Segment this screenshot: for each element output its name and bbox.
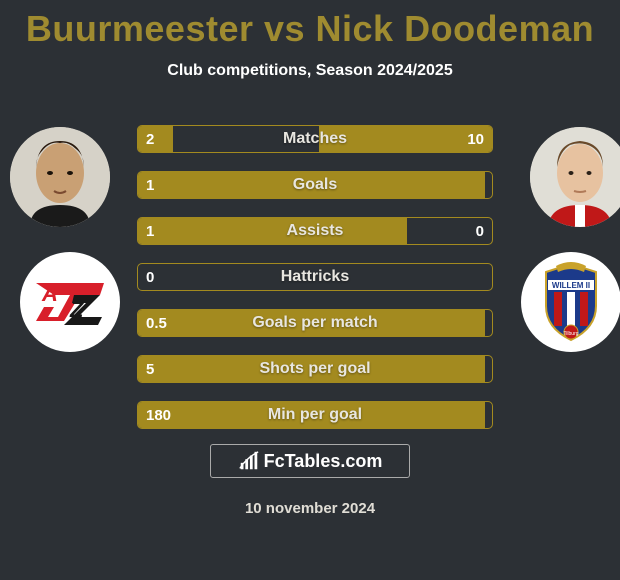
stat-bar-goals: Goals1 (137, 171, 493, 199)
bar-label: Hattricks (138, 264, 492, 290)
bar-label: Shots per goal (138, 356, 492, 382)
bar-value-right: 0 (476, 218, 484, 244)
bar-label: Goals per match (138, 310, 492, 336)
stat-bar-hattricks: Hattricks0 (137, 263, 493, 291)
svg-text:A: A (41, 281, 58, 306)
bar-label: Goals (138, 172, 492, 198)
bar-value-right: 10 (467, 126, 484, 152)
comparison-bars: Matches210Goals1Assists10Hattricks0Goals… (137, 125, 493, 447)
player-right-avatar (530, 127, 620, 227)
brand-logo-text: FcTables.com (264, 451, 383, 472)
bar-value-left: 180 (146, 402, 171, 428)
stat-bar-assists: Assists1 0 (137, 217, 493, 245)
bar-value-left: 1 (146, 172, 154, 198)
svg-text:Tilburg: Tilburg (563, 331, 578, 337)
bar-value-left: 5 (146, 356, 154, 382)
bar-value-left: 1 (146, 218, 154, 244)
bar-label: Assists (138, 218, 492, 244)
stat-bar-shots-per-goal: Shots per goal5 (137, 355, 493, 383)
bar-value-left: 2 (146, 126, 154, 152)
brand-logo[interactable]: FcTables.com (210, 444, 410, 478)
club-right-badge: WILLEM II Tilburg (521, 252, 620, 352)
bar-value-left: 0 (146, 264, 154, 290)
bar-label: Min per goal (138, 402, 492, 428)
svg-text:WILLEM II: WILLEM II (552, 281, 590, 290)
page-title: Buurmeester vs Nick Doodeman (0, 0, 620, 50)
stat-bar-min-per-goal: Min per goal180 (137, 401, 493, 429)
subtitle: Club competitions, Season 2024/2025 (0, 62, 620, 80)
bar-value-left: 0.5 (146, 310, 167, 336)
svg-text:Z: Z (69, 297, 85, 322)
stat-bar-matches: Matches2 10 (137, 125, 493, 153)
chart-icon (238, 450, 260, 472)
bar-label: Matches (138, 126, 492, 152)
stat-bar-goals-per-match: Goals per match0.5 (137, 309, 493, 337)
player-left-avatar (10, 127, 110, 227)
date-label: 10 november 2024 (0, 500, 620, 517)
club-left-badge: A Z (20, 252, 120, 352)
